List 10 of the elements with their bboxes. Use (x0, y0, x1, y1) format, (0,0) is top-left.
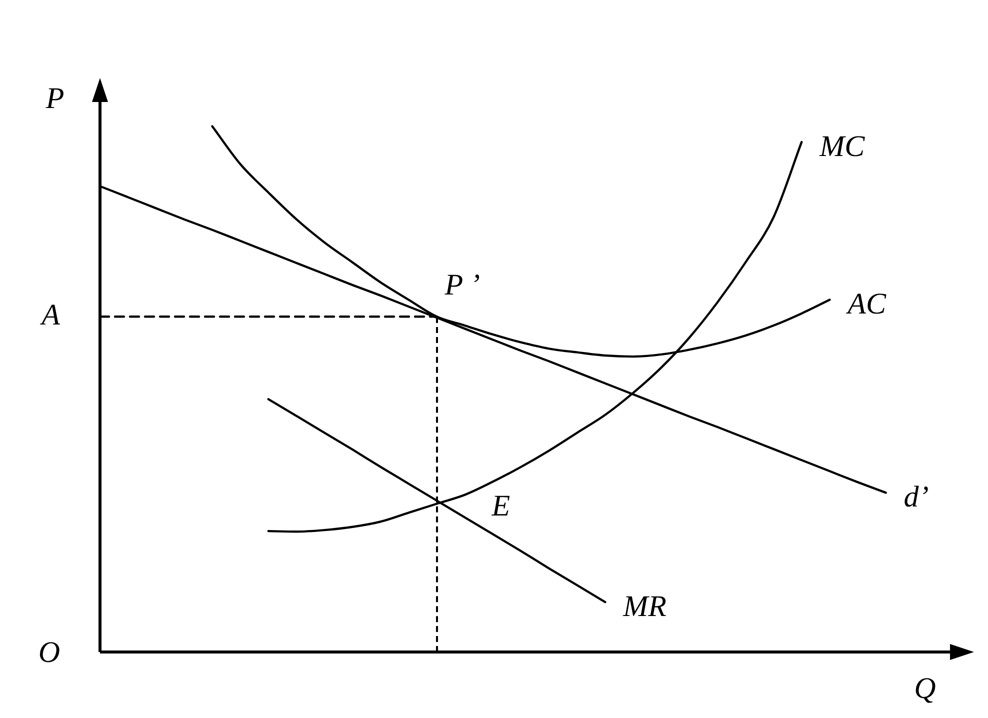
text: A (40, 298, 61, 332)
annotation: E (490, 490, 510, 523)
text: O (38, 636, 60, 669)
series-label: MR (622, 590, 666, 623)
annotation: P ’ (444, 268, 480, 302)
x-axis-title: Q (914, 672, 936, 705)
series-label: d’ (904, 480, 929, 514)
series-label: MC (818, 130, 866, 163)
series-label: AC (846, 288, 888, 321)
y-axis-title: P (44, 82, 64, 115)
